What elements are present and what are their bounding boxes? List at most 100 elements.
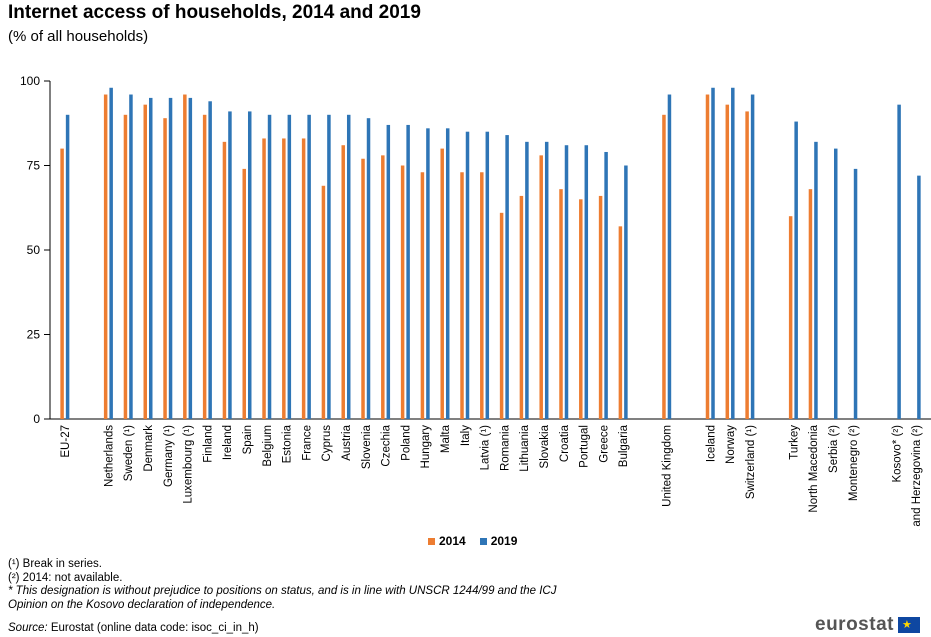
legend: 2014 2019 (428, 534, 517, 548)
legend-swatch-2014 (428, 537, 435, 545)
bar-2014 (400, 165, 405, 419)
bar-2014 (440, 148, 444, 419)
x-category-label: Kosovo* (²) (891, 425, 903, 483)
legend-label-2019: 2019 (490, 534, 518, 548)
x-category-label: Romania (499, 424, 511, 471)
chart-title: Internet access of households, 2014 and … (8, 2, 421, 23)
x-category-label: Iceland (705, 425, 717, 462)
eu-flag-icon: ★ (897, 617, 920, 633)
legend-item-2019: 2019 (479, 534, 518, 548)
bar-2014 (598, 195, 603, 419)
x-category-label: Norway (725, 425, 737, 464)
bar-2019 (287, 114, 292, 420)
bar-2014 (60, 148, 64, 419)
bar-2019 (346, 114, 351, 420)
bar-2014 (725, 104, 730, 419)
bar-2019 (897, 104, 901, 419)
bar-2014 (222, 141, 227, 419)
bar-2019 (465, 131, 470, 419)
bar-2019 (544, 141, 549, 419)
y-tick-label: 0 (33, 412, 40, 426)
bar-2014 (183, 94, 187, 420)
bar-2014 (262, 138, 266, 419)
source-label: Source: (8, 622, 48, 634)
eurostat-logo: eurostat ★ (815, 614, 920, 636)
source-line: Source: Eurostat (online data code: isoc… (8, 622, 259, 634)
bar-2019 (406, 124, 410, 419)
x-category-label: Latvia (¹) (480, 425, 492, 471)
bar-2014 (539, 155, 543, 420)
x-category-label: Estonia (282, 424, 294, 463)
bar-2014 (480, 172, 484, 419)
bar-2019 (731, 87, 735, 419)
x-category-label: Portugal (579, 425, 591, 468)
x-category-label: EU-27 (60, 425, 72, 458)
bar-2019 (445, 128, 450, 419)
bar-2019 (624, 165, 628, 419)
bar-2019 (148, 97, 153, 420)
footnote-kosovo-1: * This designation is without prejudice … (8, 585, 557, 597)
bar-2014 (103, 94, 108, 420)
bar-2014 (143, 104, 147, 419)
x-category-label: Netherlands (103, 425, 115, 487)
bar-2019 (750, 94, 755, 420)
bar-2019 (366, 118, 371, 420)
bar-2014 (618, 226, 623, 419)
x-category-label: Slovakia (539, 424, 551, 468)
bar-2014 (242, 168, 246, 419)
x-category-label: France (301, 425, 313, 461)
bar-2014 (282, 138, 286, 419)
bar-2019 (485, 131, 490, 419)
x-category-label: Finland (202, 425, 214, 463)
x-category-label: Slovenia (361, 424, 373, 469)
x-category-label: Malta (440, 424, 452, 453)
x-category-label: Croatia (559, 424, 571, 462)
x-category-label: United Kingdom (662, 425, 674, 507)
chart-subtitle: (% of all households) (8, 28, 149, 45)
bar-2019 (814, 141, 818, 419)
bar-2014 (381, 155, 385, 420)
bar-2014 (301, 138, 306, 419)
legend-item-2014: 2014 (428, 534, 466, 548)
x-category-label: Czechia (381, 424, 393, 466)
x-category-label: Greece (598, 425, 610, 463)
bar-2019 (307, 114, 311, 420)
bar-2014 (808, 189, 813, 419)
x-category-label: Hungary (420, 425, 432, 469)
footnote-not-available: (²) 2014: not available. (8, 571, 123, 584)
bar-2014 (662, 114, 666, 420)
bar-2014 (123, 114, 128, 420)
source-text: Eurostat (online data code: isoc_ci_in_h… (47, 622, 259, 634)
x-category-label: Montenegro (²) (848, 425, 860, 501)
footnote-break-in-series: (¹) Break in series. (8, 558, 102, 570)
y-tick-label: 100 (20, 74, 40, 88)
x-category-label: Poland (400, 425, 412, 461)
bar-2019 (188, 97, 193, 420)
x-category-label: Luxembourg (¹) (183, 425, 195, 504)
y-tick-label: 25 (27, 328, 41, 342)
x-category-label: Italy (460, 425, 472, 446)
footnote-kosovo-2: Opinion on the Kosovo declaration of ind… (8, 598, 276, 611)
x-category-label: Serbia (²) (828, 425, 840, 473)
bar-2019 (386, 124, 391, 419)
bar-2019 (853, 168, 858, 419)
x-category-label: Turkey (788, 425, 800, 460)
bar-chart: 0 25 50 75 100 EU-27 Netherlands Sweden (¹) Denm… (20, 74, 931, 530)
x-category-label: Ireland (222, 425, 234, 460)
x-category-label: Austria (341, 424, 353, 460)
bar-2019 (129, 94, 133, 420)
bar-2014 (460, 172, 464, 419)
legend-label-2014: 2014 (439, 534, 466, 548)
bar-2014 (163, 118, 167, 420)
bar-2014 (499, 212, 504, 419)
bar-2019 (917, 175, 921, 419)
bar-2019 (327, 114, 331, 420)
bar-2019 (667, 94, 672, 420)
bar-2019 (564, 145, 569, 419)
bar-2019 (168, 97, 173, 420)
bar-2019 (794, 121, 798, 419)
bar-2019 (228, 111, 232, 420)
x-category-label: Belgium (262, 425, 274, 467)
bar-2014 (788, 216, 793, 419)
bar-2019 (426, 128, 430, 419)
